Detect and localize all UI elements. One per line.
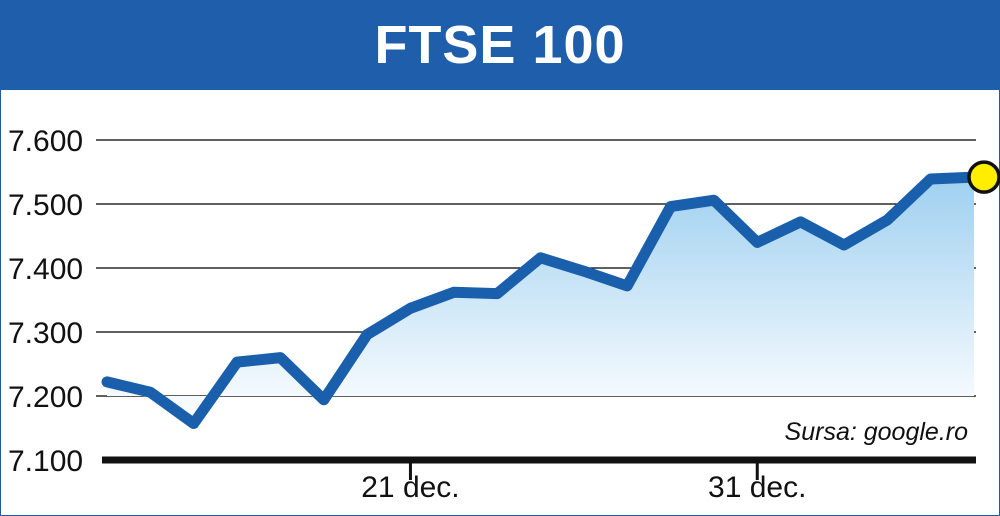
y-tick-label: 7.400 (8, 253, 83, 286)
source-note: Sursa: google.ro (785, 418, 969, 446)
x-tick-labels: 21 dec.31 dec.11 ian. (361, 471, 806, 504)
x-tick-label: 21 dec. (361, 471, 459, 504)
data-points (967, 160, 1000, 194)
y-tick-label: 7.300 (8, 317, 83, 350)
area-fill-layer (107, 177, 974, 424)
y-tick-labels: 7.100 7.200 7.300 7.400 7.500 7.600 (8, 125, 83, 478)
series-line-layer (101, 171, 980, 429)
series-line (101, 171, 980, 429)
last-value-marker (967, 160, 1000, 194)
title-banner: FTSE 100 (0, 0, 1000, 90)
series-area (107, 177, 974, 424)
y-tick-label: 7.200 (8, 381, 83, 414)
y-tick-label: 7.600 (8, 125, 83, 158)
x-tick-label: 31 dec. (708, 471, 806, 504)
y-tick-label: 7.500 (8, 189, 83, 222)
x-axis (102, 456, 976, 480)
chart-title: FTSE 100 (374, 15, 626, 75)
y-tick-label: 7.100 (8, 445, 83, 478)
